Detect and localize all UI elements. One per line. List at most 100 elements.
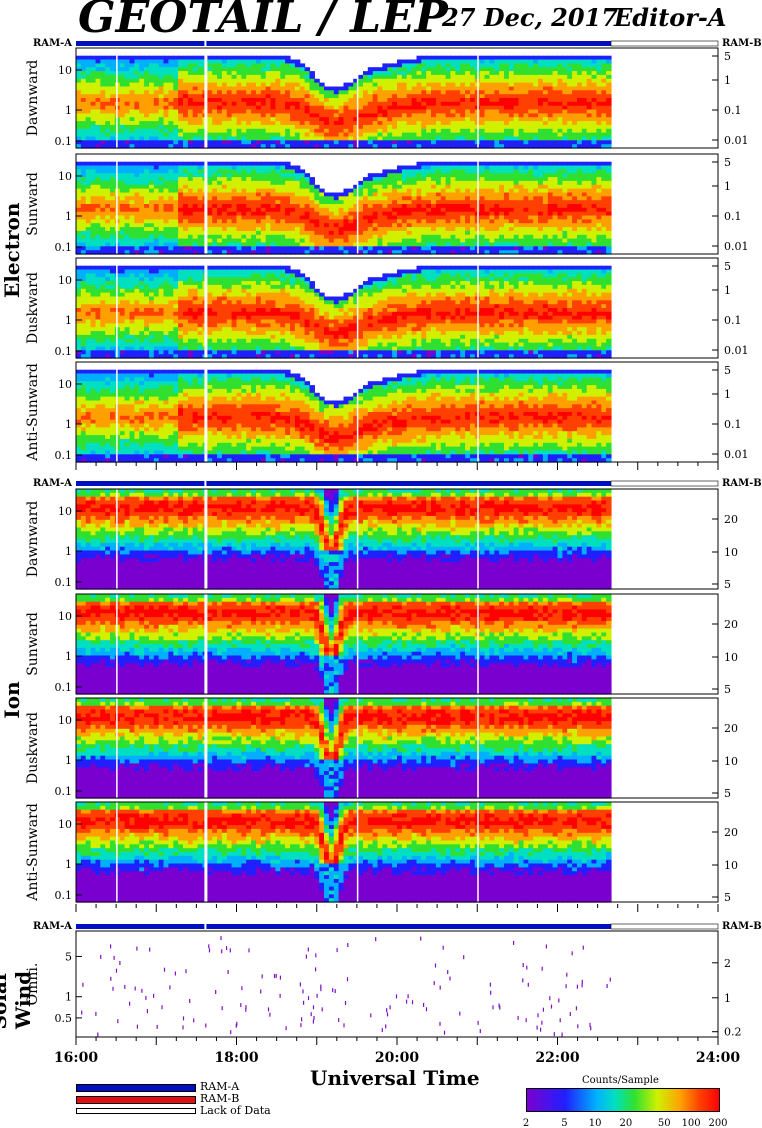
spectrogram-cell (416, 113, 422, 118)
spectrogram-cell (256, 196, 262, 201)
spectrogram-cell (440, 173, 447, 178)
spectrogram-cell (596, 109, 602, 114)
spectrogram-cell (557, 250, 563, 255)
spectrogram-cell (523, 196, 529, 201)
spectrogram-cell (382, 238, 388, 244)
spectrogram-cell (129, 136, 135, 141)
spectrogram-cell (290, 207, 296, 213)
spectrogram-cell (411, 200, 418, 205)
spectrogram-cell (226, 117, 233, 122)
spectrogram-cell (484, 128, 490, 134)
spectrogram-cell (372, 184, 379, 190)
spectrogram-cell (231, 180, 238, 186)
spectrogram-cell (557, 242, 563, 247)
spectrogram-cell (129, 113, 135, 118)
spectrogram-cell (265, 144, 272, 149)
spectrogram-cell (397, 169, 403, 174)
spectrogram-cell (518, 227, 525, 232)
spectrogram-cell (401, 113, 408, 118)
spectrogram-cell (275, 121, 281, 126)
spectrogram-cell (100, 71, 106, 76)
spectrogram-cell (533, 109, 539, 114)
spectrogram-cell (231, 59, 238, 64)
spectrogram-cell (377, 211, 383, 217)
spectrogram-cell (144, 98, 150, 103)
spectrogram-cell (299, 184, 306, 190)
spectrogram-cell (372, 196, 379, 201)
spectrogram-cell (290, 173, 296, 178)
spectrogram-cell (470, 161, 476, 167)
spectrogram-cell (411, 98, 418, 103)
spectrogram-cell (377, 117, 383, 122)
spectrogram-cell (343, 242, 349, 247)
spectrogram-cell (363, 246, 369, 251)
spectrogram-cell (231, 90, 238, 95)
spectrogram-cell (401, 165, 408, 170)
spectrogram-cell (435, 188, 442, 194)
spectrogram-cell (445, 124, 452, 130)
spectrogram-cell (538, 59, 544, 64)
spectrogram-cell (129, 105, 135, 111)
spectrogram-cell (353, 227, 359, 232)
spectrogram-cell (416, 177, 422, 182)
spectrogram-cell (406, 94, 413, 99)
spectrogram-cell (557, 140, 563, 145)
spectrogram-cell (251, 188, 257, 194)
spectrogram-cell (358, 204, 364, 209)
spectrogram-cell (435, 121, 442, 126)
spectrogram-cell (275, 200, 281, 205)
spectrogram-cell (484, 192, 490, 197)
spectrogram-cell (552, 74, 559, 80)
spectrogram-cell (207, 128, 213, 134)
spectrogram-cell (445, 94, 452, 99)
spectrogram-cell (577, 200, 583, 205)
spectrogram-cell (533, 132, 539, 138)
spectrogram-cell (460, 71, 466, 76)
spectrogram-cell (265, 63, 272, 68)
spectrogram-cell (226, 121, 233, 126)
spectrogram-cell (173, 82, 179, 88)
spectrogram-cell (435, 207, 442, 213)
spectrogram-cell (494, 117, 500, 122)
spectrogram-cell (226, 74, 233, 80)
spectrogram-cell (489, 117, 495, 122)
spectrogram-cell (139, 82, 145, 88)
spectrogram-cell (440, 250, 447, 255)
spectrogram-cell (212, 161, 218, 167)
spectrogram-cell (523, 161, 529, 167)
spectrogram-cell (338, 227, 345, 232)
spectrogram-cell (163, 113, 169, 118)
spectrogram-cell (523, 63, 529, 68)
spectrogram-cell (465, 242, 471, 247)
spectrogram-cell (280, 132, 286, 138)
spectrogram-cell (528, 82, 534, 88)
spectrogram-cell (353, 144, 359, 149)
spectrogram-cell (260, 140, 267, 145)
spectrogram-cell (401, 227, 408, 232)
spectrogram-cell (542, 109, 549, 114)
spectrogram-cell (489, 90, 495, 95)
spectrogram-cell (134, 184, 140, 190)
spectrogram-cell (435, 105, 442, 111)
spectrogram-cell (168, 90, 174, 95)
spectrogram-cell (85, 136, 92, 141)
spectrogram-cell (431, 124, 437, 130)
spectrogram-cell (285, 169, 291, 174)
spectrogram-cell (450, 59, 456, 64)
spectrogram-cell (173, 173, 179, 178)
spectrogram-cell (197, 90, 204, 95)
spectrogram-cell (426, 74, 432, 80)
spectrogram-cell (299, 124, 306, 130)
spectrogram-cell (158, 165, 165, 170)
spectrogram-cell (406, 173, 413, 178)
spectrogram-cell (290, 234, 296, 240)
spectrogram-cell (80, 63, 87, 68)
spectrogram-cell (445, 140, 452, 145)
spectrogram-cell (542, 94, 549, 99)
spectrogram-cell (508, 86, 515, 91)
spectrogram-cell (518, 180, 525, 186)
spectrogram-cell (90, 132, 97, 138)
spectrogram-cell (217, 173, 223, 178)
spectrogram-cell (489, 200, 495, 205)
spectrogram-cell (153, 180, 160, 186)
